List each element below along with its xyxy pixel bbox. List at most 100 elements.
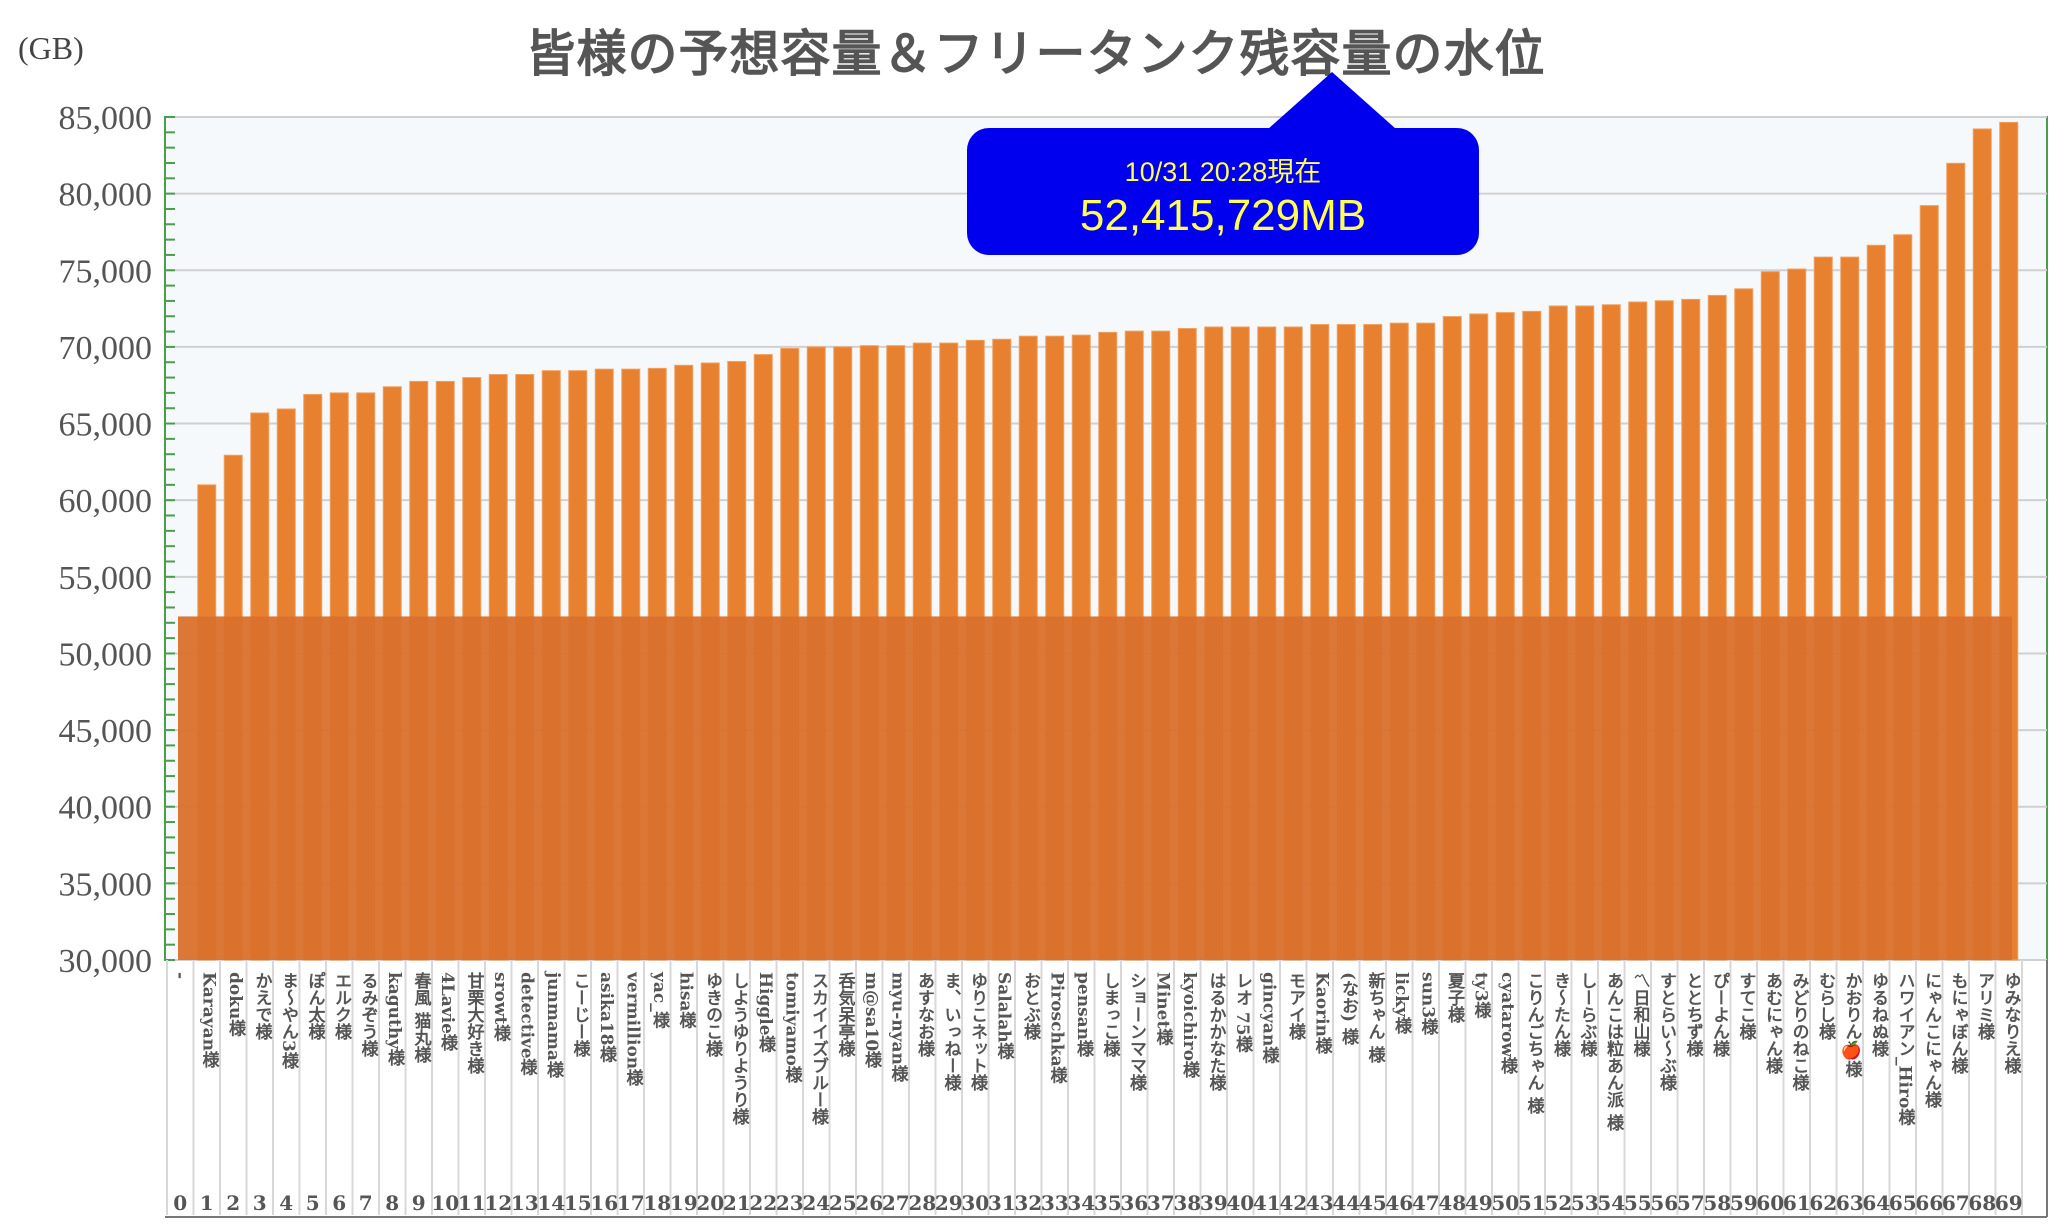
x-name-label: あむにゃん様 [1762, 972, 1782, 1074]
x-tick-label: 24 [802, 1191, 830, 1215]
x-name-label: - [170, 972, 190, 980]
x-name-label: しようゆりようり様 [728, 972, 749, 1125]
x-tick-label: 27 [882, 1191, 910, 1215]
y-axis-unit-label: (GB) [18, 30, 84, 66]
x-tick-label: 31 [988, 1191, 1016, 1215]
x-tick-label: 50 [1491, 1191, 1519, 1215]
x-name-label: m@sa10様 [861, 972, 881, 1069]
x-name-label: srowt様 [490, 972, 510, 1042]
x-tick-label: 54 [1597, 1191, 1625, 1215]
x-tick-label: 59 [1730, 1191, 1758, 1215]
x-name-label: ぽん太様 [304, 972, 325, 1040]
x-tick-label: 43 [1306, 1191, 1334, 1215]
x-name-label: Piroschka様 [1046, 972, 1067, 1084]
x-tick-label: 64 [1862, 1191, 1890, 1215]
x-name-label: あすなお様 [914, 972, 934, 1057]
x-name-label: おとぶ様 [1020, 972, 1040, 1040]
x-name-label: Kaorin様 [1311, 972, 1332, 1054]
x-name-label: 新ちゃん 様 [1364, 972, 1385, 1063]
x-tick-label: 7 [359, 1191, 373, 1215]
x-tick-label: 45 [1359, 1191, 1387, 1215]
x-tick-label: 63 [1836, 1191, 1864, 1215]
chart-title: 皆様の予想容量＆フリータンク残容量の水位 [525, 24, 1546, 83]
x-name-label: ま、いっねー様 [940, 972, 961, 1091]
x-tick-label: 19 [670, 1191, 698, 1215]
x-name-label: 4Lavie様 [437, 972, 457, 1051]
x-name-label: ゆりこネット様 [967, 972, 987, 1091]
x-name-label: 甘栗大好き様 [463, 972, 484, 1074]
x-tick-label: 15 [564, 1191, 592, 1215]
x-name-label: sun3様 [1417, 972, 1438, 1036]
x-tick-label: 49 [1465, 1191, 1493, 1215]
callout-value: 52,415,729MB [1079, 191, 1367, 240]
x-tick-label: 8 [385, 1191, 399, 1215]
x-tick-label: 9 [412, 1191, 426, 1215]
x-tick-label: 30 [961, 1191, 989, 1215]
x-name-label: ゆみなりえ様 [2000, 972, 2021, 1074]
x-tick-label: 41 [1253, 1191, 1281, 1215]
x-tick-label: 3 [253, 1191, 267, 1215]
x-tick-label: 21 [723, 1191, 751, 1215]
x-tick-label: 26 [855, 1191, 883, 1215]
x-name-label: モアイ様 [1285, 972, 1305, 1040]
x-tick-label: 39 [1200, 1191, 1228, 1215]
x-name-label: yac_様 [649, 972, 669, 1029]
x-name-label: むらし様 [1815, 972, 1835, 1040]
x-name-label: しまっこ様 [1099, 972, 1120, 1057]
x-tick-label: 56 [1650, 1191, 1678, 1215]
x-tick-label: 0 [173, 1191, 187, 1215]
x-tick-label: 40 [1226, 1191, 1254, 1215]
x-tick-label: 61 [1783, 1191, 1811, 1215]
x-tick-label: 5 [306, 1191, 320, 1215]
x-name-label: もにゃぼん様 [1947, 972, 1968, 1074]
x-tick-label: 13 [511, 1191, 539, 1215]
y-tick-label: 40,000 [59, 790, 153, 827]
x-tick-label: 32 [1014, 1191, 1042, 1215]
x-tick-label: 34 [1067, 1191, 1095, 1215]
x-tick-label: 66 [1915, 1191, 1943, 1215]
x-name-label: しーらぶ様 [1576, 972, 1597, 1057]
x-name-label: Minet様 [1152, 972, 1173, 1046]
x-name-label: るみぞう様 [357, 972, 378, 1057]
x-tick-label: 37 [1147, 1191, 1175, 1215]
x-tick-label: 28 [908, 1191, 936, 1215]
x-name-label: はるかかなた様 [1205, 972, 1226, 1091]
x-name-label: 夏子様 [1444, 972, 1464, 1023]
x-tick-label: 12 [484, 1191, 512, 1215]
x-tick-label: 48 [1438, 1191, 1466, 1215]
x-tick-label: 35 [1094, 1191, 1122, 1215]
x-name-label: detective様 [516, 972, 537, 1076]
x-tick-label: 60 [1756, 1191, 1784, 1215]
x-name-label: vermillion様 [622, 972, 643, 1087]
x-tick-label: 18 [643, 1191, 671, 1215]
x-name-label: asika18様 [596, 972, 616, 1063]
x-name-label: かおりん🍎様 [1841, 972, 1862, 1078]
y-tick-label: 65,000 [59, 407, 153, 444]
x-name-label: 〽日和山様 [1629, 972, 1650, 1057]
x-name-label: ま～やん3様 [278, 972, 298, 1069]
x-tick-label: 25 [829, 1191, 857, 1215]
x-tick-label: 2 [226, 1191, 240, 1215]
x-name-label: ととちず様 [1682, 972, 1703, 1057]
x-name-label: レオ 75様 [1232, 972, 1252, 1053]
x-name-label: doku様 [225, 972, 245, 1037]
x-name-label: あんこは粒あん派 様 [1603, 972, 1623, 1131]
x-tick-label: 23 [776, 1191, 804, 1215]
y-tick-label: 80,000 [59, 177, 153, 214]
y-tick-label: 70,000 [59, 330, 153, 367]
x-tick-label: 67 [1942, 1191, 1970, 1215]
x-tick-label: 20 [696, 1191, 724, 1215]
x-name-label: 春風 猫丸様 [410, 972, 431, 1063]
y-tick-label: 45,000 [59, 713, 153, 750]
x-name-label: アリミ様 [1974, 972, 1994, 1040]
x-tick-label: 33 [1041, 1191, 1069, 1215]
x-tick-label: 17 [617, 1191, 645, 1215]
x-tick-label: 1 [200, 1191, 214, 1215]
y-tick-label: 35,000 [59, 866, 153, 903]
callout-pointer [1268, 72, 1396, 129]
x-tick-label: 52 [1544, 1191, 1572, 1215]
x-tick-label: 6 [332, 1191, 346, 1215]
y-tick-label: 55,000 [59, 560, 153, 597]
x-tick-label: 44 [1332, 1191, 1360, 1215]
